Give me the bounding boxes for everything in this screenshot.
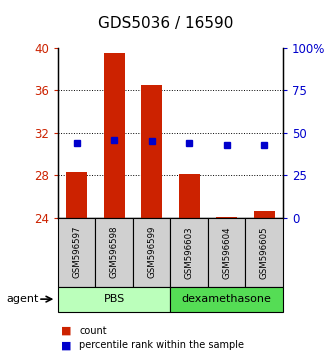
Text: PBS: PBS [104,294,125,304]
Bar [254,211,274,218]
Bar [66,172,87,218]
Text: agent: agent [7,294,39,304]
Text: GSM596598: GSM596598 [110,226,119,279]
Text: ■: ■ [61,326,72,336]
Text: ■: ■ [61,340,72,350]
Bar [104,53,124,218]
Text: percentile rank within the sample: percentile rank within the sample [79,340,244,350]
Bar [216,217,237,218]
Text: GDS5036 / 16590: GDS5036 / 16590 [98,16,233,31]
Text: GSM596599: GSM596599 [147,226,156,278]
Text: count: count [79,326,107,336]
Text: GSM596604: GSM596604 [222,226,231,279]
Text: dexamethasone: dexamethasone [182,294,272,304]
Text: GSM596597: GSM596597 [72,226,81,279]
Bar [179,174,200,218]
Text: GSM596605: GSM596605 [260,226,269,279]
Bar [141,85,162,218]
Text: GSM596603: GSM596603 [185,226,194,279]
